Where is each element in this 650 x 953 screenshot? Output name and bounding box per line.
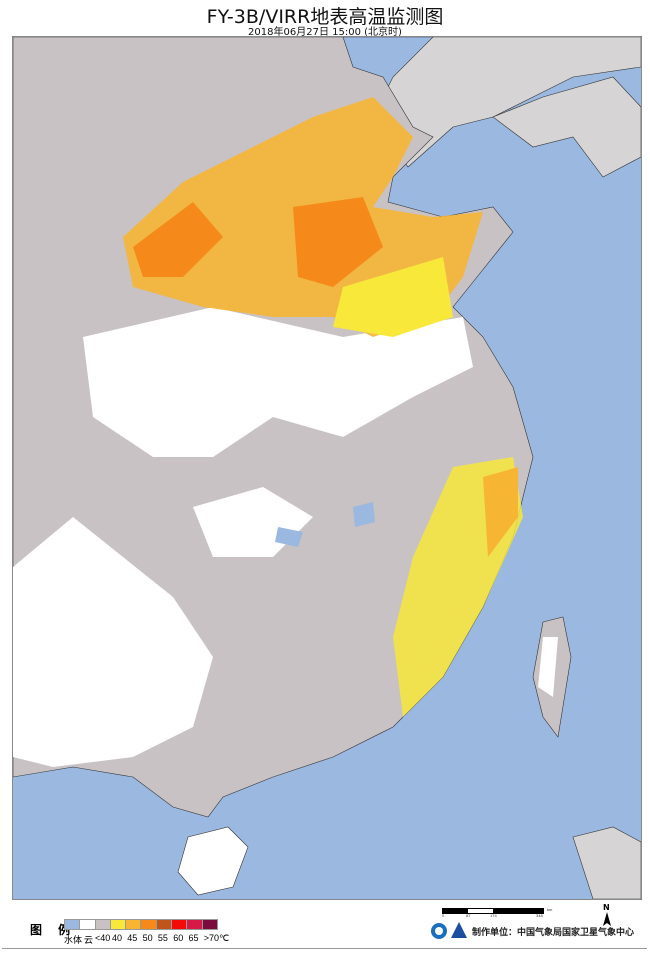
legend-swatch-lt40 bbox=[94, 919, 111, 930]
legend-swatch-60 bbox=[171, 919, 188, 930]
legend-swatch-55 bbox=[155, 919, 173, 930]
frame-line bbox=[2, 948, 647, 949]
legend-swatch-gt70 bbox=[201, 919, 218, 930]
legend-swatch-50 bbox=[140, 919, 157, 930]
cma-logo-icon bbox=[431, 922, 467, 939]
scale-tick: 87 bbox=[466, 913, 471, 918]
scale-tick: 348 bbox=[536, 913, 543, 918]
map-title: FY-3B/VIRR地表高温监测图 bbox=[206, 6, 444, 28]
land-hainan bbox=[177, 826, 249, 896]
legend-label: 50 bbox=[142, 933, 153, 943]
legend-label: 水体 bbox=[64, 935, 83, 945]
legend-label: <40 bbox=[95, 933, 111, 943]
legend-swatches bbox=[64, 919, 218, 930]
legend-swatch-cloud bbox=[79, 919, 96, 930]
heat-region-hot bbox=[133, 202, 223, 277]
legend-label: 60 bbox=[173, 933, 184, 943]
land-korea bbox=[492, 76, 641, 178]
legend-label: >70℃ bbox=[203, 933, 230, 943]
cloud-cover bbox=[13, 517, 213, 767]
producer-label: 制作单位：中国气象局国家卫星气象中心 bbox=[472, 928, 635, 938]
legend-swatch-65 bbox=[186, 919, 203, 930]
heat-region-hot bbox=[293, 197, 383, 287]
legend-label: 55 bbox=[157, 933, 168, 943]
legend-swatch-45 bbox=[125, 919, 142, 930]
scale-unit: km bbox=[547, 907, 553, 912]
legend-swatch-40 bbox=[109, 919, 127, 930]
land-philippines bbox=[572, 826, 641, 899]
land-mainland bbox=[13, 37, 641, 168]
cloud-cover bbox=[83, 307, 473, 457]
heat-region-yellow bbox=[333, 257, 453, 337]
water-body-lake bbox=[353, 502, 375, 527]
north-arrow-icon: N bbox=[603, 903, 611, 928]
scale-bar bbox=[442, 908, 544, 914]
legend-labels: 水体 云 <40 40 45 50 55 60 65 >70℃ bbox=[64, 933, 230, 946]
legend-label: 40 bbox=[112, 933, 123, 943]
heat-region-southeast bbox=[483, 467, 518, 557]
map-datetime: 2018年06月27日 15:00 (北京时) bbox=[248, 27, 402, 38]
legend-label: 65 bbox=[188, 933, 199, 943]
north-label: N bbox=[603, 903, 610, 912]
legend-title: 图 例 bbox=[30, 923, 77, 937]
map-area bbox=[12, 36, 642, 900]
scale-tick: 174 bbox=[490, 913, 497, 918]
scale-tick: 0 bbox=[442, 913, 445, 918]
legend-swatch-water bbox=[64, 919, 81, 930]
legend-label: 45 bbox=[127, 933, 138, 943]
water-body-lake bbox=[275, 527, 303, 547]
cloud-cover bbox=[538, 637, 558, 697]
legend-label: 云 bbox=[84, 935, 94, 945]
